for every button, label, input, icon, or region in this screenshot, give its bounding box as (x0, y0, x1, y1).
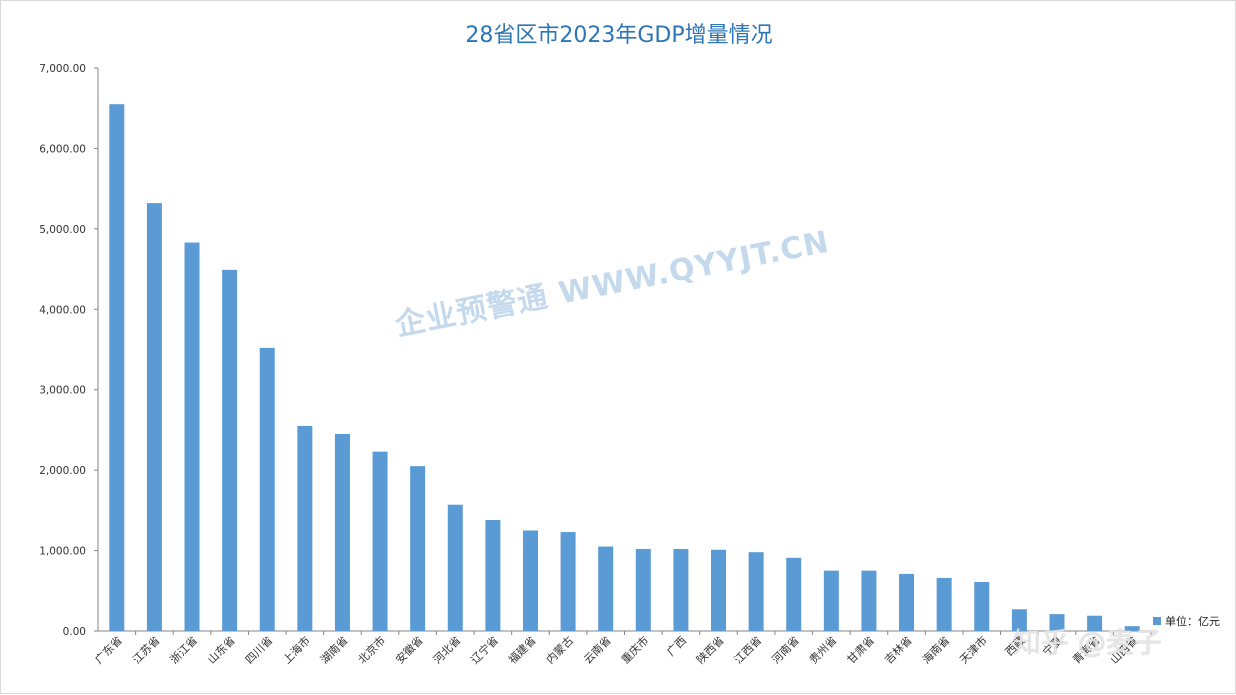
x-tick-label: 湖南省 (318, 634, 351, 667)
x-tick-label: 广西 (664, 634, 689, 659)
bar (485, 520, 501, 631)
bar (560, 532, 576, 631)
bar (1124, 626, 1140, 631)
legend: 单位：亿元 (1153, 613, 1220, 629)
y-tick-label: 5,000.00 (39, 224, 86, 236)
bar (297, 425, 313, 631)
y-tick-label: 4,000.00 (39, 304, 86, 316)
x-tick-label: 浙江省 (168, 634, 201, 667)
bar (334, 433, 350, 631)
y-tick-label: 7,000.00 (39, 63, 86, 75)
x-tick-label: 安徽省 (393, 633, 426, 666)
bar (1087, 615, 1103, 631)
x-tick-label: 甘肃省 (845, 634, 878, 667)
bar (823, 570, 839, 631)
x-tick-label: 天津市 (957, 633, 990, 666)
x-tick-label: 陕西省 (693, 633, 726, 666)
bar (598, 546, 614, 631)
bar (673, 548, 689, 631)
y-tick-label: 3,000.00 (39, 385, 86, 397)
bar (936, 577, 952, 631)
bar (410, 466, 426, 631)
x-tick-label: 四川省 (243, 634, 276, 667)
x-tick-label: 辽宁省 (468, 633, 501, 666)
x-tick-label: 河北省 (431, 634, 464, 667)
bar (1049, 614, 1065, 631)
bar (259, 347, 275, 631)
bar (447, 504, 463, 631)
bar (861, 570, 877, 631)
x-tick-label: 山西省 (1108, 634, 1141, 667)
bar (146, 203, 162, 631)
bar (711, 549, 727, 631)
y-tick-label: 1,000.00 (39, 546, 86, 558)
x-tick-label: 西藏 (1003, 634, 1028, 659)
x-tick-label: 河南省 (769, 634, 802, 667)
bar (899, 573, 915, 631)
bar (109, 104, 125, 631)
chart-title: 28省区市2023年GDP增量情况 (465, 23, 773, 48)
x-tick-label: 重庆市 (618, 633, 651, 666)
y-tick-label: 0.00 (63, 626, 86, 638)
x-tick-label: 贵州省 (807, 634, 840, 667)
y-tick-label: 2,000.00 (39, 465, 86, 477)
x-tick-label: 福建省 (505, 633, 538, 666)
x-tick-label: 广东省 (92, 634, 125, 667)
x-tick-label: 吉林省 (881, 633, 914, 666)
x-tick-label: 江西省 (732, 634, 765, 667)
bar (974, 581, 990, 631)
x-tick-label: 北京市 (355, 633, 388, 666)
bar (522, 530, 538, 631)
legend-label: 单位：亿元 (1165, 615, 1220, 628)
y-tick-label: 6,000.00 (39, 143, 86, 155)
bar (635, 548, 651, 631)
x-tick-label: 江苏省 (130, 634, 163, 667)
x-tick-label: 上海市 (280, 633, 313, 666)
x-tick-label: 云南省 (581, 634, 614, 667)
x-tick-label: 海南省 (919, 633, 952, 666)
x-tick-label: 宁夏 (1040, 633, 1065, 658)
bar (748, 552, 764, 631)
bar (372, 451, 388, 631)
legend-swatch (1153, 617, 1161, 625)
bar (222, 269, 238, 631)
bar (1011, 609, 1027, 631)
x-tick-label: 内蒙古 (543, 633, 576, 666)
x-tick-label: 青海省 (1069, 633, 1102, 666)
bar (786, 557, 802, 631)
bar (184, 242, 200, 631)
x-tick-label: 山东省 (205, 634, 238, 667)
